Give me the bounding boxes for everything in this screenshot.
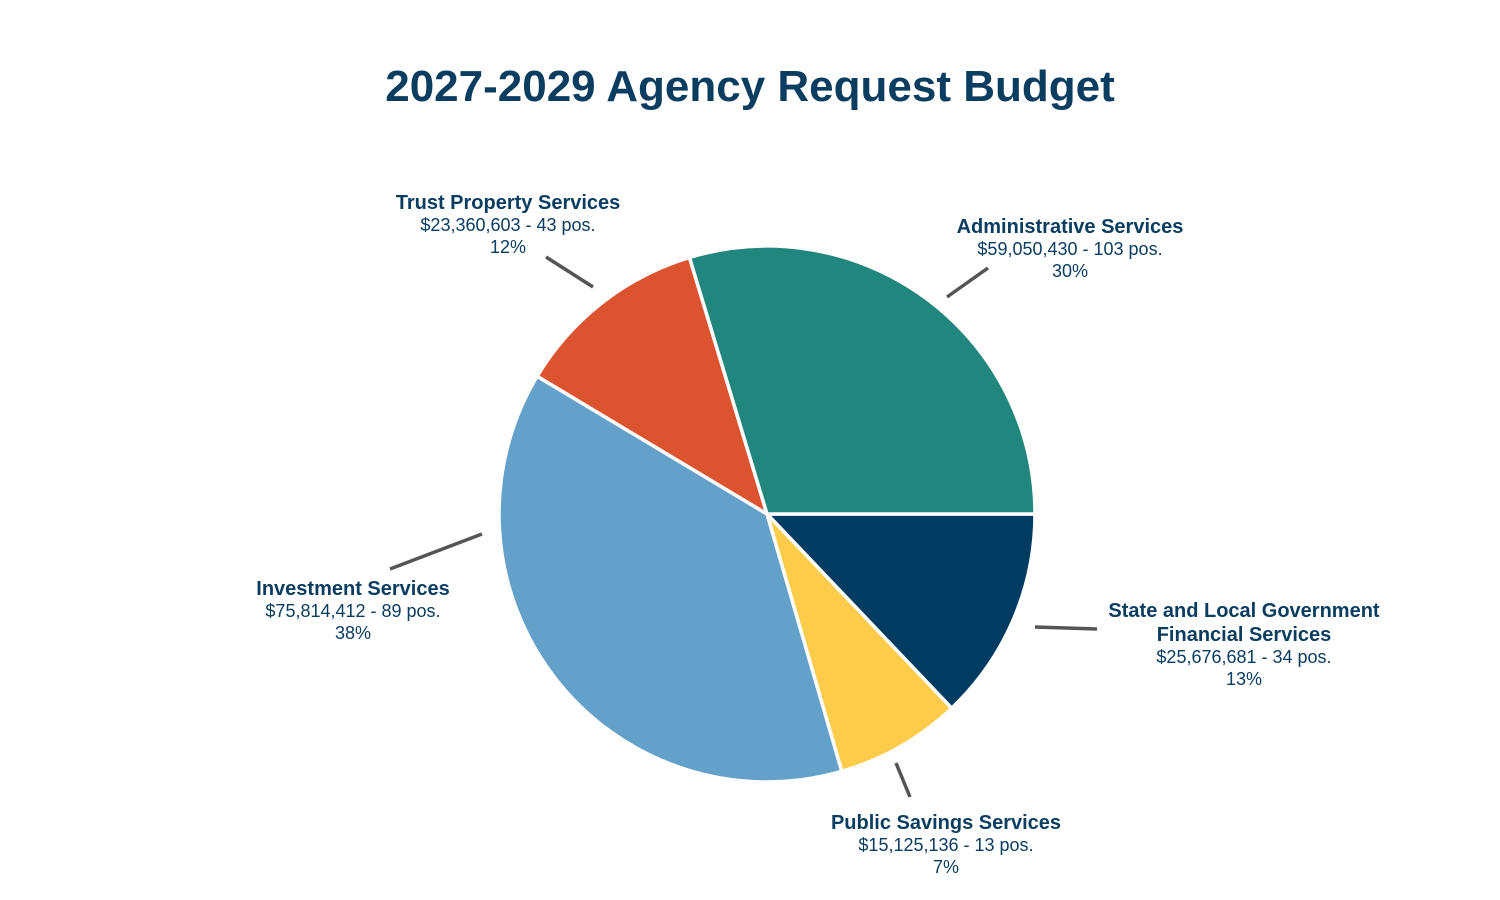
slice-state-and-local-government-financial-services (765, 512, 1037, 710)
label-public-savings-services: Public Savings Services$15,125,136 - 13 … (831, 812, 1061, 877)
slice-name: Trust Property Services (396, 192, 621, 214)
slice-amount: $23,360,603 - 43 pos. (420, 215, 595, 235)
chart-title: 2027-2029 Agency Request Budget (385, 62, 1115, 111)
label-investment-services: Investment Services$75,814,412 - 89 pos.… (256, 578, 449, 643)
slice-labels: Administrative Services$59,050,430 - 103… (256, 192, 1380, 877)
slice-public-savings-services (765, 512, 954, 774)
slice-administrative-services (687, 244, 1037, 516)
leader-lines (389, 255, 1098, 798)
slice-investment-services (497, 374, 844, 784)
slice-trust-property-services (535, 255, 769, 516)
slice-name: State and Local Government (1108, 600, 1380, 622)
leader-line-state-and-local-government-financial-services (1034, 625, 1098, 631)
slice-name: Financial Services (1157, 624, 1332, 646)
slice-name: Investment Services (256, 578, 449, 600)
slice-amount: $25,676,681 - 34 pos. (1156, 647, 1331, 667)
slice-amount: $75,814,412 - 89 pos. (265, 601, 440, 621)
leader-line-administrative-services (945, 266, 990, 299)
slice-name: Administrative Services (957, 216, 1184, 238)
slice-percent: 13% (1226, 669, 1262, 689)
leader-line-trust-property-services (545, 255, 594, 289)
slice-name: Public Savings Services (831, 812, 1061, 834)
slice-percent: 12% (490, 237, 526, 257)
leader-line-public-savings-services (894, 762, 912, 798)
slice-amount: $15,125,136 - 13 pos. (858, 835, 1033, 855)
pie-slices (497, 244, 1037, 784)
label-administrative-services: Administrative Services$59,050,430 - 103… (957, 216, 1184, 281)
leader-line-investment-services (389, 532, 483, 571)
label-trust-property-services: Trust Property Services$23,360,603 - 43 … (396, 192, 621, 257)
slice-percent: 38% (335, 623, 371, 643)
slice-percent: 30% (1052, 261, 1088, 281)
slice-amount: $59,050,430 - 103 pos. (977, 239, 1162, 259)
slice-percent: 7% (933, 857, 959, 877)
